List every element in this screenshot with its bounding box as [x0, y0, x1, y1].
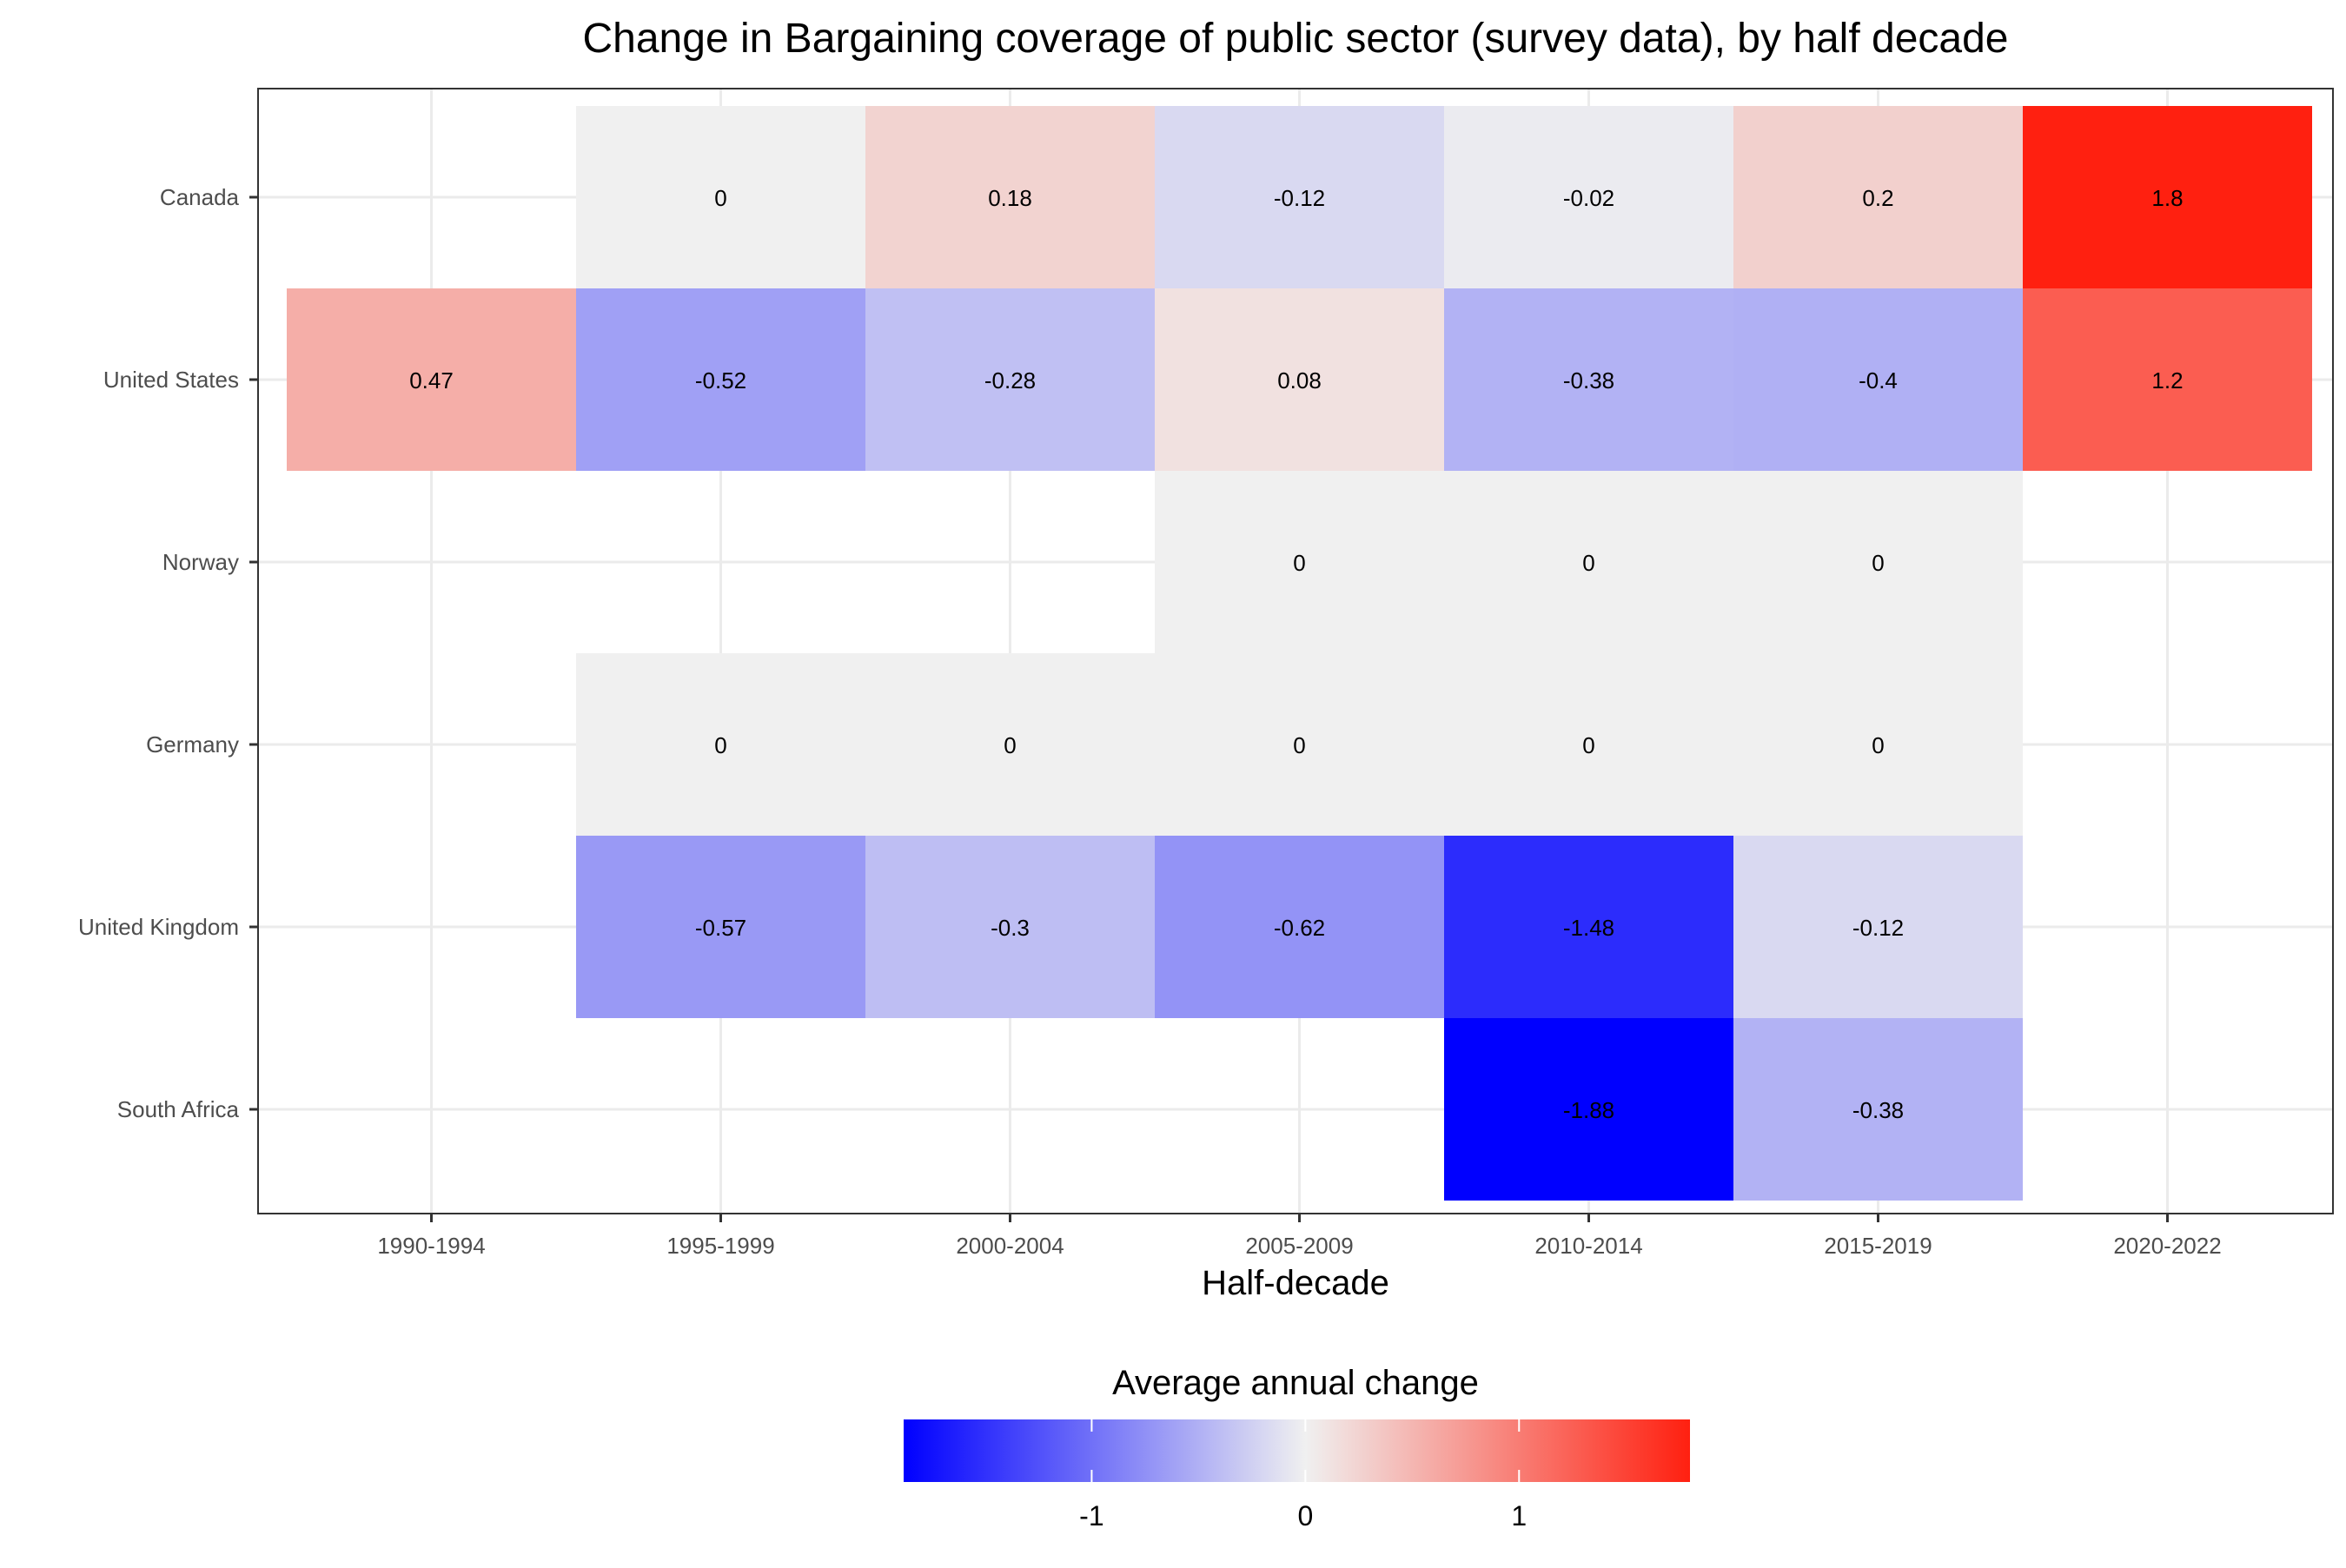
- cell-value-label: -0.28: [984, 367, 1036, 394]
- y-axis: Canada United States Norway Germany United K…: [78, 184, 258, 1122]
- legend-title: Average annual change: [1112, 1364, 1479, 1402]
- cell-labels: 0 0.18 -0.12 -0.02 0.2 1.8 0.47 -0.52 -0.28 0.08 -…: [409, 185, 2183, 1123]
- cell-value-label: 0: [1004, 732, 1016, 758]
- legend-tick-label: 1: [1511, 1500, 1527, 1532]
- cell-value-label: -0.57: [695, 915, 746, 941]
- y-tick-label: South Africa: [117, 1096, 240, 1122]
- cell-value-label: 0: [714, 185, 726, 211]
- cell-value-label: 0: [1293, 550, 1305, 576]
- x-axis-title: Half-decade: [1202, 1264, 1389, 1302]
- heatmap-cell: [576, 836, 865, 1018]
- x-tick-label: 2000-2004: [956, 1233, 1064, 1259]
- heatmap-cell: [576, 653, 865, 836]
- x-tick-label: 1995-1999: [666, 1233, 774, 1259]
- cell-value-label: 0: [1872, 550, 1884, 576]
- x-tick-label: 2005-2009: [1245, 1233, 1353, 1259]
- heatmap-cell: [576, 288, 865, 471]
- cell-value-label: -0.62: [1274, 915, 1325, 941]
- heatmap-cell: [1155, 288, 1444, 471]
- cell-value-label: -1.88: [1563, 1097, 1614, 1123]
- cell-value-label: -0.02: [1563, 185, 1614, 211]
- cell-value-label: 1.8: [2151, 185, 2183, 211]
- heatmap-cell: [865, 653, 1155, 836]
- cell-value-label: -0.4: [1859, 367, 1898, 394]
- cell-value-label: -0.52: [695, 367, 746, 394]
- plot-panel-border: [257, 88, 2334, 1214]
- heatmap-cell: [1155, 471, 1444, 653]
- heatmap-cell: [1733, 1018, 2023, 1201]
- heatmap-cell: [1444, 836, 1733, 1018]
- heatmap-cell: [1733, 471, 2023, 653]
- heatmap-cell: [287, 288, 576, 471]
- y-tick-label: Canada: [160, 184, 240, 210]
- cell-value-label: 0: [714, 732, 726, 758]
- x-tick-label: 2010-2014: [1534, 1233, 1642, 1259]
- cell-value-label: 1.2: [2151, 367, 2183, 394]
- cell-value-label: 0.18: [988, 185, 1032, 211]
- heatmap-cell: [1733, 653, 2023, 836]
- cell-value-label: 0.08: [1277, 367, 1322, 394]
- heatmap-cell: [1444, 288, 1733, 471]
- legend-colorbar: [904, 1419, 1690, 1482]
- cell-value-label: 0: [1293, 732, 1305, 758]
- cell-value-label: 0.47: [409, 367, 454, 394]
- heatmap-cell: [1155, 836, 1444, 1018]
- cell-value-label: 0.2: [1862, 185, 1893, 211]
- heatmap-cell: [1444, 1018, 1733, 1201]
- x-axis: 1990-1994 1995-1999 2000-2004 2005-2009 2010…: [377, 1214, 2222, 1259]
- heatmap-cell: [1733, 288, 2023, 471]
- heatmap-cell: [865, 106, 1155, 288]
- heatmap-cell: [1733, 106, 2023, 288]
- y-tick-label: Germany: [146, 731, 239, 758]
- cell-value-label: -0.38: [1852, 1097, 1904, 1123]
- heatmap-cell: [2023, 106, 2312, 288]
- legend-tick-label: 0: [1297, 1500, 1313, 1532]
- chart-title: Change in Bargaining coverage of public …: [583, 16, 2009, 62]
- heatmap-cell: [1733, 836, 2023, 1018]
- y-tick-label: Norway: [162, 549, 239, 575]
- heatmap-cell: [1444, 106, 1733, 288]
- heatmap-cell: [865, 288, 1155, 471]
- cell-value-label: -0.3: [991, 915, 1030, 941]
- heatmap-cells: [287, 106, 2312, 1201]
- cell-value-label: 0: [1582, 732, 1594, 758]
- cell-value-label: -0.12: [1852, 915, 1904, 941]
- cell-value-label: -0.38: [1563, 367, 1614, 394]
- heatmap-cell: [1444, 471, 1733, 653]
- heatmap-cell: [1444, 653, 1733, 836]
- cell-value-label: 0: [1872, 732, 1884, 758]
- heatmap-cell: [865, 836, 1155, 1018]
- y-tick-label: United Kingdom: [78, 914, 239, 940]
- cell-value-label: 0: [1582, 550, 1594, 576]
- heatmap-cell: [576, 106, 865, 288]
- heatmap-cell: [2023, 288, 2312, 471]
- x-tick-label: 2015-2019: [1824, 1233, 1932, 1259]
- cell-value-label: -1.48: [1563, 915, 1614, 941]
- x-tick-label: 2020-2022: [2113, 1233, 2221, 1259]
- x-tick-label: 1990-1994: [377, 1233, 485, 1259]
- heatmap-cell: [1155, 653, 1444, 836]
- legend-tick-label: -1: [1079, 1500, 1103, 1532]
- y-tick-label: United States: [103, 367, 239, 393]
- heatmap-cell: [1155, 106, 1444, 288]
- legend-ticks: -1 0 1: [1079, 1419, 1527, 1532]
- cell-value-label: -0.12: [1274, 185, 1325, 211]
